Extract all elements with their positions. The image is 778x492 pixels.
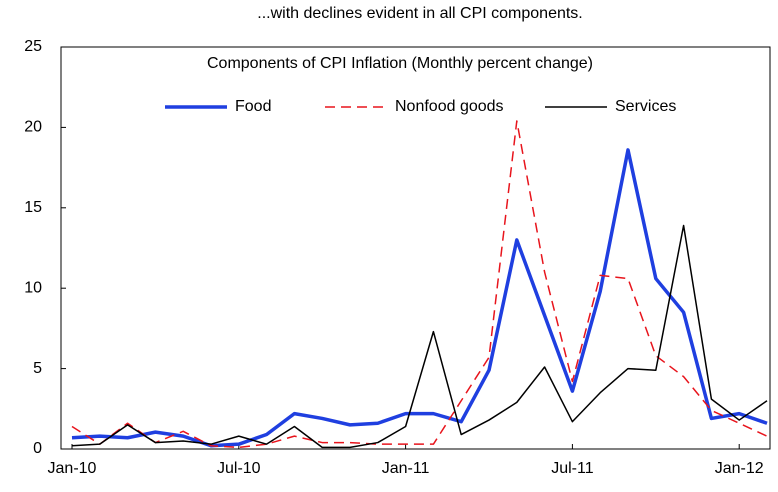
y-tick-label: 10 bbox=[24, 279, 42, 296]
legend-label: Nonfood goods bbox=[395, 98, 504, 115]
series-line bbox=[71, 224, 768, 449]
x-tick-label: Jan-11 bbox=[382, 460, 430, 477]
x-tick-label: Jan-12 bbox=[715, 460, 764, 477]
y-tick-label: 20 bbox=[24, 119, 42, 136]
legend-label: Food bbox=[235, 98, 271, 115]
legend-label: Services bbox=[615, 98, 676, 115]
x-tick-label: Jul-11 bbox=[551, 460, 593, 477]
series-line bbox=[71, 148, 768, 448]
chart-subtitle: Components of CPI Inflation (Monthly per… bbox=[207, 55, 593, 72]
y-tick-label: 25 bbox=[24, 38, 42, 55]
x-tick-label: Jan-10 bbox=[48, 460, 97, 477]
x-tick-label: Jul-10 bbox=[217, 460, 261, 477]
y-tick-label: 15 bbox=[24, 199, 42, 216]
chart-title: ...with declines evident in all CPI comp… bbox=[257, 5, 583, 22]
series-line bbox=[71, 120, 768, 449]
y-tick-label: 5 bbox=[33, 360, 42, 377]
plot-frame bbox=[60, 46, 771, 450]
y-tick-label: 0 bbox=[33, 440, 42, 457]
